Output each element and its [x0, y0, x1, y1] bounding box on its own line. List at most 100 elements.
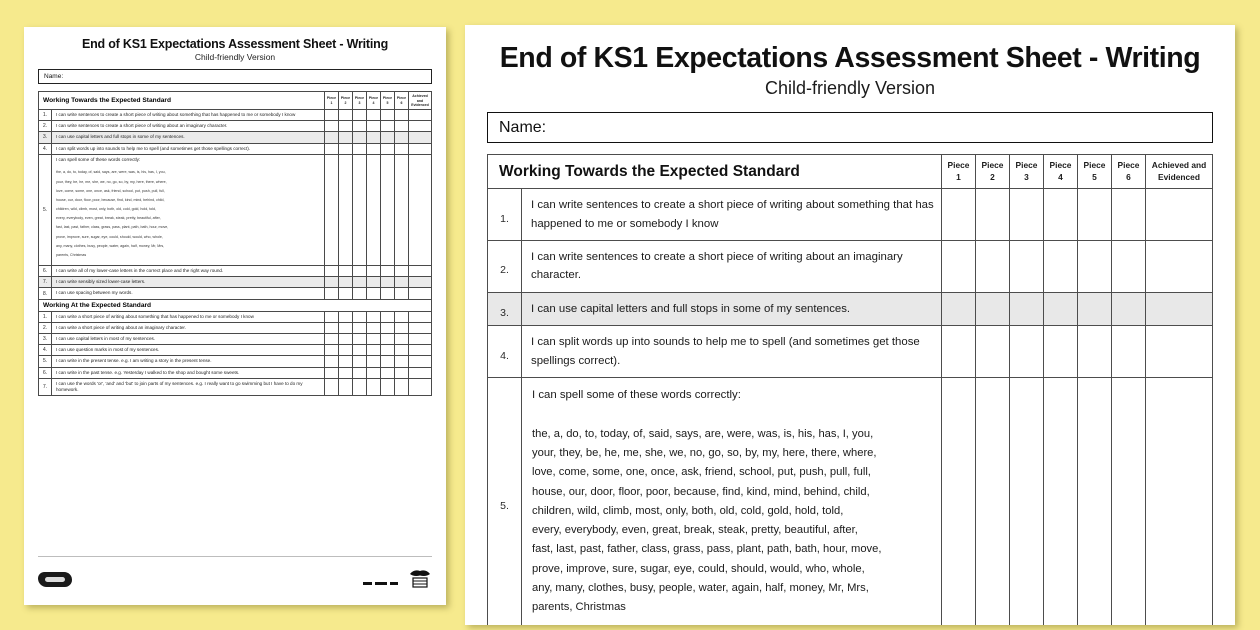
table-row[interactable]: 7. I can use the words 'or', 'and' and '…	[38, 377, 432, 397]
cell-achieved[interactable]	[408, 265, 432, 278]
table-row[interactable]: 4. I can split words up into sounds to h…	[487, 325, 1213, 379]
cell-piece-4[interactable]	[366, 108, 381, 122]
cell-achieved-evidenced[interactable]	[1145, 325, 1213, 379]
table-row[interactable]: 6. I can write in the past tense. e.g. Y…	[38, 366, 432, 379]
cell-achieved[interactable]	[408, 287, 432, 300]
cell-piece-2[interactable]	[338, 321, 353, 334]
cell-piece-2[interactable]	[338, 265, 353, 278]
name-field[interactable]: Name:	[487, 112, 1213, 144]
cell-piece-1[interactable]	[324, 355, 339, 368]
cell-piece-3[interactable]	[352, 321, 367, 334]
cell-piece-4[interactable]	[366, 310, 381, 323]
cell-piece-2[interactable]	[338, 108, 353, 122]
cell-piece-3[interactable]	[1009, 325, 1044, 379]
cell-achieved[interactable]	[408, 142, 432, 155]
table-row[interactable]: 7. I can write sensibly sized lower-case…	[38, 276, 432, 289]
cell-piece-3[interactable]	[352, 265, 367, 278]
cell-piece-4[interactable]	[366, 153, 381, 267]
cell-piece-1[interactable]	[324, 120, 339, 133]
table-row[interactable]: 1. I can write sentences to create a sho…	[38, 108, 432, 122]
table-row[interactable]: 4. I can use question marks in most of m…	[38, 344, 432, 357]
cell-piece-5[interactable]	[380, 355, 395, 368]
cell-piece-3[interactable]	[352, 153, 367, 267]
cell-piece-6[interactable]	[394, 310, 409, 323]
cell-piece-1[interactable]	[324, 321, 339, 334]
cell-piece-2[interactable]	[338, 377, 353, 397]
table-row-word-list[interactable]: 5. I can spell some of these words corre…	[487, 377, 1213, 625]
cell-piece-5[interactable]	[380, 120, 395, 133]
cell-piece-3[interactable]	[352, 131, 367, 144]
cell-achieved[interactable]	[408, 321, 432, 334]
cell-piece-1[interactable]	[324, 332, 339, 346]
cell-piece-1[interactable]	[941, 377, 976, 625]
cell-piece-5[interactable]	[380, 108, 395, 122]
cell-achieved[interactable]	[408, 366, 432, 379]
cell-piece-1[interactable]	[324, 310, 339, 323]
cell-piece-5[interactable]	[380, 142, 395, 155]
cell-piece-2[interactable]	[975, 377, 1010, 625]
table-row[interactable]: 3. I can use capital letters and full st…	[38, 131, 432, 144]
cell-piece-5[interactable]	[1077, 291, 1112, 327]
cell-piece-1[interactable]	[324, 344, 339, 357]
cell-piece-2[interactable]	[975, 239, 1010, 293]
cell-piece-5[interactable]	[380, 131, 395, 144]
cell-piece-3[interactable]	[1009, 188, 1044, 241]
cell-piece-5[interactable]	[380, 265, 395, 278]
cell-piece-5[interactable]	[380, 332, 395, 346]
cell-piece-1[interactable]	[324, 265, 339, 278]
cell-piece-3[interactable]	[352, 344, 367, 357]
cell-piece-6[interactable]	[1111, 377, 1146, 625]
cell-piece-2[interactable]	[338, 344, 353, 357]
table-row[interactable]: 5. I can spell some of these words corre…	[38, 153, 432, 267]
cell-piece-5[interactable]	[380, 344, 395, 357]
cell-piece-2[interactable]	[338, 131, 353, 144]
cell-piece-2[interactable]	[338, 276, 353, 289]
cell-piece-6[interactable]	[394, 120, 409, 133]
cell-achieved-evidenced[interactable]	[1145, 377, 1213, 625]
cell-piece-5[interactable]	[380, 321, 395, 334]
cell-piece-3[interactable]	[352, 108, 367, 122]
cell-piece-5[interactable]	[380, 366, 395, 379]
cell-piece-2[interactable]	[338, 287, 353, 300]
table-row[interactable]: 1. I can write sentences to create a sho…	[487, 188, 1213, 241]
cell-piece-1[interactable]	[324, 287, 339, 300]
cell-piece-3[interactable]	[1009, 377, 1044, 625]
cell-piece-4[interactable]	[1043, 188, 1078, 241]
cell-achieved[interactable]	[408, 355, 432, 368]
cell-piece-6[interactable]	[394, 276, 409, 289]
cell-achieved[interactable]	[408, 276, 432, 289]
cell-piece-1[interactable]	[324, 142, 339, 155]
table-row[interactable]: 2. I can write sentences to create a sho…	[38, 120, 432, 133]
cell-piece-4[interactable]	[1043, 239, 1078, 293]
cell-piece-4[interactable]	[366, 321, 381, 334]
cell-piece-2[interactable]	[338, 332, 353, 346]
cell-piece-5[interactable]	[380, 377, 395, 397]
cell-piece-4[interactable]	[366, 287, 381, 300]
cell-achieved[interactable]	[408, 153, 432, 267]
cell-piece-1[interactable]	[324, 153, 339, 267]
cell-piece-4[interactable]	[366, 355, 381, 368]
cell-piece-6[interactable]	[394, 108, 409, 122]
cell-piece-1[interactable]	[941, 325, 976, 379]
cell-piece-4[interactable]	[1043, 325, 1078, 379]
cell-piece-5[interactable]	[380, 287, 395, 300]
cell-piece-2[interactable]	[975, 291, 1010, 327]
cell-piece-4[interactable]	[366, 332, 381, 346]
table-row[interactable]: 3. I can use capital letters in most of …	[38, 332, 432, 346]
cell-piece-3[interactable]	[352, 276, 367, 289]
cell-piece-6[interactable]	[1111, 291, 1146, 327]
cell-achieved[interactable]	[408, 108, 432, 122]
cell-piece-5[interactable]	[1077, 188, 1112, 241]
cell-piece-4[interactable]	[366, 142, 381, 155]
cell-piece-3[interactable]	[352, 377, 367, 397]
cell-piece-6[interactable]	[394, 153, 409, 267]
cell-piece-6[interactable]	[394, 366, 409, 379]
cell-piece-4[interactable]	[366, 276, 381, 289]
cell-piece-1[interactable]	[324, 366, 339, 379]
table-row[interactable]: 5. I can write in the present tense. e.g…	[38, 355, 432, 368]
cell-piece-6[interactable]	[394, 265, 409, 278]
cell-piece-2[interactable]	[338, 366, 353, 379]
cell-piece-2[interactable]	[338, 120, 353, 133]
cell-achieved[interactable]	[408, 344, 432, 357]
cell-piece-1[interactable]	[324, 377, 339, 397]
